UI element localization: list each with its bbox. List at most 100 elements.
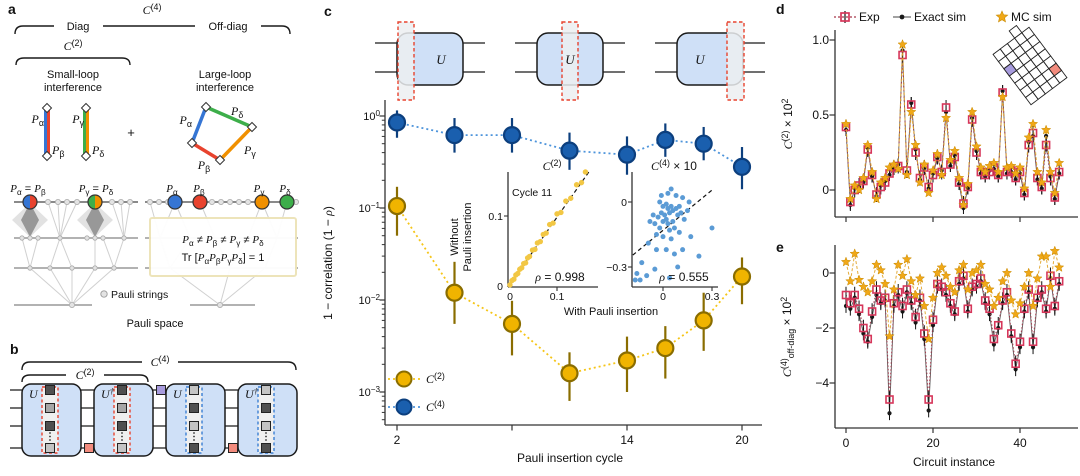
pauli-square [189,443,199,453]
e-axis-ticks [829,272,1021,433]
inset1-point [550,220,556,226]
ellipsis-dot [265,435,267,438]
exp-point [859,323,868,333]
panel-a: a C(4) Diag Off-diag C(2) Small-loop int… [8,1,299,330]
mc-point [1027,300,1039,311]
p-alpha-loop: Pα [179,113,192,129]
label-part: Tr [ [182,252,198,264]
pauli-string-dot [19,235,25,241]
label-part: γ [236,239,241,248]
plus-sign: + [127,125,135,140]
p-delta-loop: Pδ [230,104,243,120]
inset2-point [655,214,661,220]
pauli-string-dot [208,198,215,205]
mc-point [940,270,952,281]
c-xtick-2: 14 [620,433,634,447]
inset2-point [668,186,674,192]
ellipsis-dot [193,439,195,441]
ellipsis-dot [265,432,267,434]
label-part: 1 − correlation (1 − [321,216,335,320]
inset2-point [671,225,677,231]
inset2-rho: ρ = 0.555 [658,270,709,284]
loop-edge [190,106,208,144]
label-part: ] = 1 [243,252,265,264]
inset2-point [639,260,645,266]
label-part: = 0.998 [541,270,585,284]
c-ytick-2: 10−2 [358,293,380,307]
exp-point [1054,167,1064,177]
d-legend-exact-label: Exact sim [914,10,966,24]
mc-point [988,157,1000,168]
label-part: ) [321,206,335,210]
web-line [120,201,125,239]
mc-point [875,177,887,187]
mc-point [875,264,887,275]
mc-point [866,166,878,177]
mc-point [993,166,1004,177]
label-part: P [228,234,236,246]
mc-point [927,292,939,303]
inset1-point [568,195,574,201]
label-part: (4) [659,158,670,168]
p-delta-bar: Pδ [91,143,104,159]
pauli-square [45,403,55,413]
c4-brace [14,25,291,35]
mc-point [910,139,921,150]
mc-point [862,286,873,297]
series-line [845,274,1060,400]
data-point [732,157,752,176]
pauli-square [261,403,271,413]
pauli-string-dot [109,198,116,205]
c2-label-b: C(2) [76,367,95,382]
label-part: γ [260,188,265,197]
label-part: P [230,104,239,118]
inset2-point [696,253,702,259]
purple-pauli-square [156,385,166,395]
loop-edge [205,105,253,129]
pauli-node-alpha-beta [23,195,30,209]
mc-point [979,166,991,177]
mc-point [840,118,852,129]
mc-point [979,278,991,289]
node-diamond [41,150,53,162]
unitary-label: U [29,387,39,401]
label-part: P [33,183,41,195]
label-part: P [101,183,109,195]
p-gamma-bar: Pγ [71,112,84,128]
d-ylabel: C(2) × 102 [780,99,795,150]
pauli-string-dot [111,265,117,271]
inset1-point [526,253,533,260]
label-part: ≠ [194,234,206,246]
data-point [560,364,579,383]
inset2-point [668,236,674,242]
pauli-string-dot [84,235,90,241]
label-part: (4) [434,399,445,409]
label-part: δ [99,149,104,159]
web-line [29,237,39,269]
inset1-title: C(2) [543,158,562,173]
unitary-label: U† [245,386,259,401]
mc-point [901,169,913,180]
exp-point [959,271,968,281]
mc-point [1019,183,1030,193]
qubit-lattice-inset [992,24,1068,106]
label-part: C [426,372,435,386]
label-part: P [197,252,205,264]
inset2-point [680,195,686,201]
label-part: P [278,183,286,195]
data-point [560,141,579,160]
label-part: P [192,183,200,195]
data-point [656,130,675,149]
label-part: γ [85,188,90,197]
label-part: −2 [371,293,381,302]
mc-point [919,300,930,311]
inset2-xtick-0: 0 [660,291,666,303]
label-part: δ [259,239,264,248]
trace-equation: Tr [PαPβPγPδ] = 1 [182,252,265,266]
mc-point [888,159,900,169]
mc-point [1010,168,1021,178]
mc-point [866,275,878,286]
pauli-node-gamma-delta [95,195,102,209]
mc-point [1023,132,1034,142]
